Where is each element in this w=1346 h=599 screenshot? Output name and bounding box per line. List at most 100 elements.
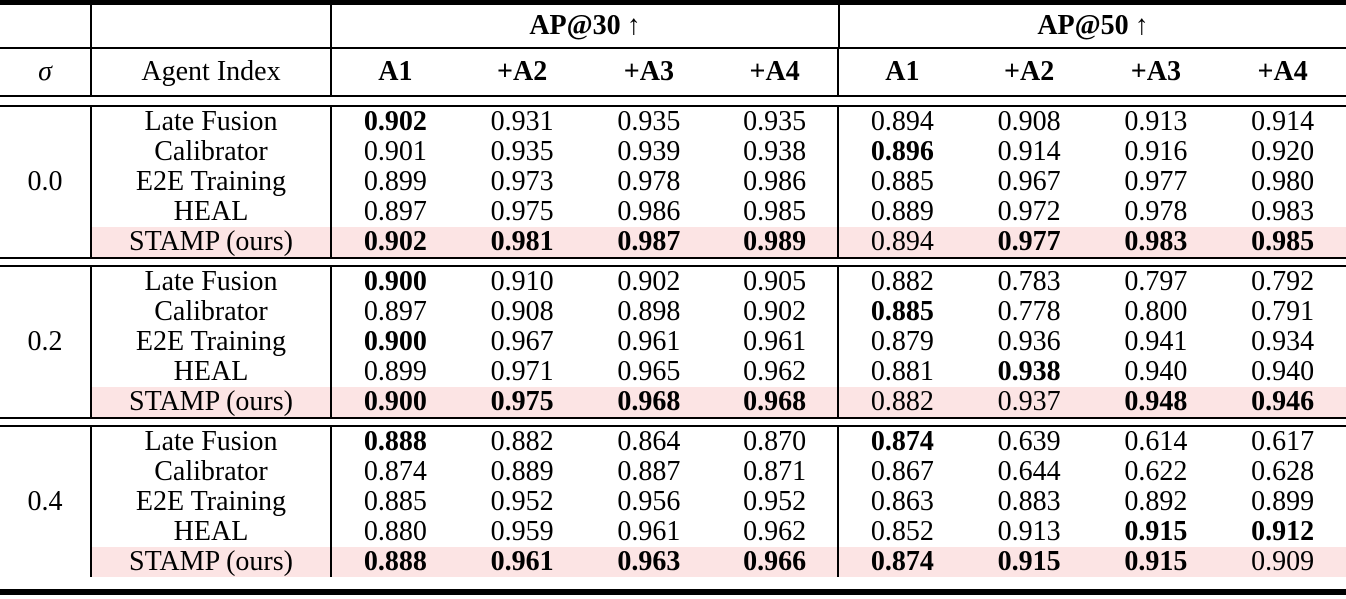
metric-value: 0.617 bbox=[1251, 426, 1315, 457]
metric-value: 0.882 bbox=[870, 266, 934, 297]
method-label: E2E Training bbox=[92, 167, 332, 197]
metric-value: 0.885 bbox=[870, 166, 934, 197]
metric-value: 0.871 bbox=[712, 457, 839, 487]
sigma-column-header: σ bbox=[0, 49, 92, 95]
metric-value: 0.977 bbox=[965, 227, 1093, 257]
divider-under-group-header bbox=[0, 47, 1346, 49]
sigma-block-1: 0.2 Late Fusion 0.900 0.910 0.902 0.905 … bbox=[0, 267, 1346, 417]
metric-value: 0.792 bbox=[1251, 266, 1315, 297]
metric-value: 0.887 bbox=[617, 456, 681, 487]
up-arrow-icon: ↑ bbox=[626, 10, 641, 41]
metric-value: 0.912 bbox=[1251, 516, 1315, 547]
metric-value: 0.983 bbox=[1251, 196, 1315, 227]
group-header-row: AP@30 ↑ AP@50 ↑ bbox=[0, 5, 1346, 47]
metric-value: 0.644 bbox=[997, 456, 1061, 487]
metric-value: 0.968 bbox=[585, 387, 713, 417]
sigma-value: 0.2 bbox=[0, 267, 92, 417]
method-label-stamp: STAMP (ours) bbox=[92, 227, 332, 257]
group-header-ap30: AP@30 ↑ bbox=[332, 5, 840, 47]
metric-value: 0.874 bbox=[870, 426, 934, 457]
metric-value: 0.797 bbox=[1124, 266, 1188, 297]
metric-value: 0.888 bbox=[363, 426, 427, 457]
metric-value: 0.973 bbox=[490, 166, 554, 197]
metric-value: 0.939 bbox=[617, 136, 681, 167]
metric-value: 0.937 bbox=[965, 387, 1093, 417]
method-label: Late Fusion bbox=[92, 427, 332, 457]
metric-value: 0.985 bbox=[1219, 227, 1346, 257]
metric-value: 0.896 bbox=[870, 136, 934, 167]
metric-value: 0.899 bbox=[363, 166, 427, 197]
metric-value: 0.963 bbox=[585, 547, 713, 577]
metric-value: 0.614 bbox=[1124, 426, 1188, 457]
method-label: HEAL bbox=[92, 517, 332, 547]
group-header-ap50-label: AP@50 bbox=[1037, 10, 1129, 41]
metric-value: 0.880 bbox=[363, 516, 427, 547]
method-label: E2E Training bbox=[92, 327, 332, 357]
metric-value: 0.881 bbox=[870, 356, 934, 387]
metric-value: 0.986 bbox=[712, 167, 839, 197]
divider-bottom bbox=[0, 589, 1346, 595]
metric-value: 0.989 bbox=[712, 227, 839, 257]
metric-value: 0.978 bbox=[617, 166, 681, 197]
metric-value: 0.959 bbox=[490, 516, 554, 547]
metric-value: 0.879 bbox=[870, 326, 934, 357]
metric-value: 0.966 bbox=[712, 547, 839, 577]
metric-value: 0.936 bbox=[997, 326, 1061, 357]
agent-index-column-header: Agent Index bbox=[92, 49, 332, 95]
divider-between-blocks bbox=[0, 417, 1346, 427]
metric-value: 0.975 bbox=[490, 196, 554, 227]
divider-line bbox=[0, 257, 1346, 259]
metric-value: 0.910 bbox=[490, 266, 554, 297]
group-header-sigma-spacer bbox=[0, 5, 92, 47]
metric-value: 0.985 bbox=[712, 197, 839, 227]
method-label: Calibrator bbox=[92, 457, 332, 487]
divider-line bbox=[0, 417, 1346, 419]
method-label: HEAL bbox=[92, 197, 332, 227]
metric-value: 0.852 bbox=[870, 516, 934, 547]
metric-value: 0.883 bbox=[997, 486, 1061, 517]
divider-line bbox=[0, 265, 1346, 267]
sigma-value: 0.4 bbox=[0, 427, 92, 577]
metric-value: 0.863 bbox=[870, 486, 934, 517]
method-label: Calibrator bbox=[92, 297, 332, 327]
metric-value: 0.897 bbox=[363, 296, 427, 327]
metric-value: 0.892 bbox=[1124, 486, 1188, 517]
metric-value: 0.885 bbox=[870, 296, 934, 327]
column-header-ap30-a4: +A4 bbox=[712, 49, 839, 95]
metric-value: 0.899 bbox=[1251, 486, 1315, 517]
method-label: Late Fusion bbox=[92, 107, 332, 137]
metric-value: 0.948 bbox=[1092, 387, 1220, 417]
metric-value: 0.898 bbox=[617, 296, 681, 327]
method-label: Calibrator bbox=[92, 137, 332, 167]
metric-value: 0.935 bbox=[712, 107, 839, 137]
metric-value: 0.938 bbox=[997, 356, 1061, 387]
metric-value: 0.894 bbox=[839, 227, 966, 257]
metric-value: 0.962 bbox=[712, 517, 839, 547]
metric-value: 0.882 bbox=[839, 387, 966, 417]
metric-value: 0.961 bbox=[617, 326, 681, 357]
metric-value: 0.975 bbox=[458, 387, 586, 417]
metric-value: 0.952 bbox=[490, 486, 554, 517]
metric-value: 0.902 bbox=[363, 106, 427, 137]
metric-value: 0.971 bbox=[490, 356, 554, 387]
metric-value: 0.778 bbox=[997, 296, 1061, 327]
sigma-value: 0.0 bbox=[0, 107, 92, 257]
column-header-ap30-a1: A1 bbox=[378, 56, 413, 87]
metric-value: 0.888 bbox=[332, 547, 459, 577]
metric-value: 0.983 bbox=[1092, 227, 1220, 257]
metric-value: 0.931 bbox=[490, 106, 554, 137]
metric-value: 0.934 bbox=[1251, 326, 1315, 357]
metric-value: 0.980 bbox=[1251, 166, 1315, 197]
metric-value: 0.965 bbox=[617, 356, 681, 387]
metric-value: 0.915 bbox=[1092, 547, 1220, 577]
group-header-ap50: AP@50 ↑ bbox=[840, 5, 1346, 47]
metric-value: 0.870 bbox=[712, 427, 839, 457]
divider-line bbox=[0, 105, 1346, 107]
column-header-ap50-a2: +A2 bbox=[1004, 56, 1055, 87]
column-header-ap50-a4: +A4 bbox=[1257, 56, 1308, 87]
metric-value: 0.902 bbox=[712, 297, 839, 327]
method-label-stamp: STAMP (ours) bbox=[92, 547, 332, 577]
up-arrow-icon: ↑ bbox=[1134, 10, 1149, 41]
metric-value: 0.977 bbox=[1124, 166, 1188, 197]
